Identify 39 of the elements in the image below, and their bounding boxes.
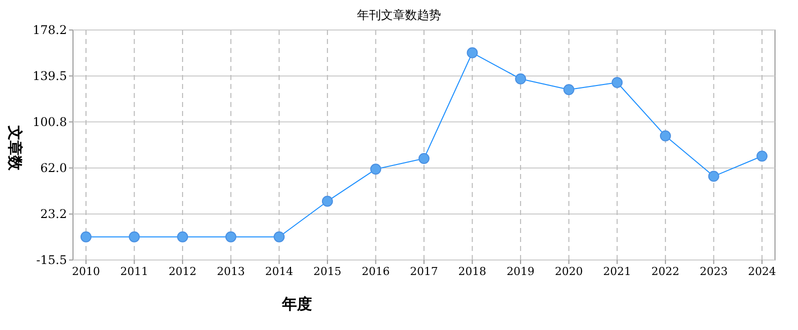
point: [322, 196, 333, 207]
point: [563, 84, 574, 96]
x-tick-label: 2013: [216, 265, 245, 278]
x-tick-label: 2010: [72, 265, 100, 278]
y-tick-label: 100.8: [32, 114, 67, 129]
point: [80, 231, 92, 242]
x-tick-label: 2015: [313, 265, 342, 278]
x-tick-label: 2020: [554, 265, 583, 278]
x-tick-label: 2018: [458, 265, 486, 278]
y-tick-label: 139.5: [32, 68, 67, 83]
x-tick-label: 2017: [410, 265, 438, 278]
point: [177, 231, 188, 242]
x-tick-label: 2014: [265, 265, 294, 278]
point: [612, 76, 623, 88]
y-tick-label: 178.2: [32, 23, 67, 37]
point: [370, 164, 382, 175]
point: [225, 231, 236, 242]
point: [274, 231, 285, 242]
x-axis-title: 年度: [281, 295, 312, 313]
point: [756, 150, 768, 162]
point: [466, 47, 478, 58]
x-tick-label: 2022: [651, 265, 680, 278]
y-tick-label: 23.2: [40, 207, 67, 222]
y-tick-label: 62.0: [40, 160, 67, 175]
point: [418, 152, 430, 164]
y-axis-title: 文章数: [6, 124, 24, 172]
x-tick-label: 2024: [748, 265, 776, 278]
point: [708, 170, 720, 182]
x-tick-label: 2021: [603, 265, 632, 278]
y-tick-label: -15.5: [36, 253, 67, 267]
point: [660, 130, 671, 142]
x-tick-label: 2011: [120, 265, 148, 278]
point: [128, 231, 140, 242]
x-tick-label: 2016: [362, 265, 390, 278]
chart-title: 年刊文章数趋势: [357, 8, 441, 22]
point: [515, 73, 526, 84]
x-tick-label: 2019: [506, 265, 535, 278]
x-tick-label: 2023: [700, 265, 728, 278]
x-tick-label: 2012: [168, 265, 197, 278]
